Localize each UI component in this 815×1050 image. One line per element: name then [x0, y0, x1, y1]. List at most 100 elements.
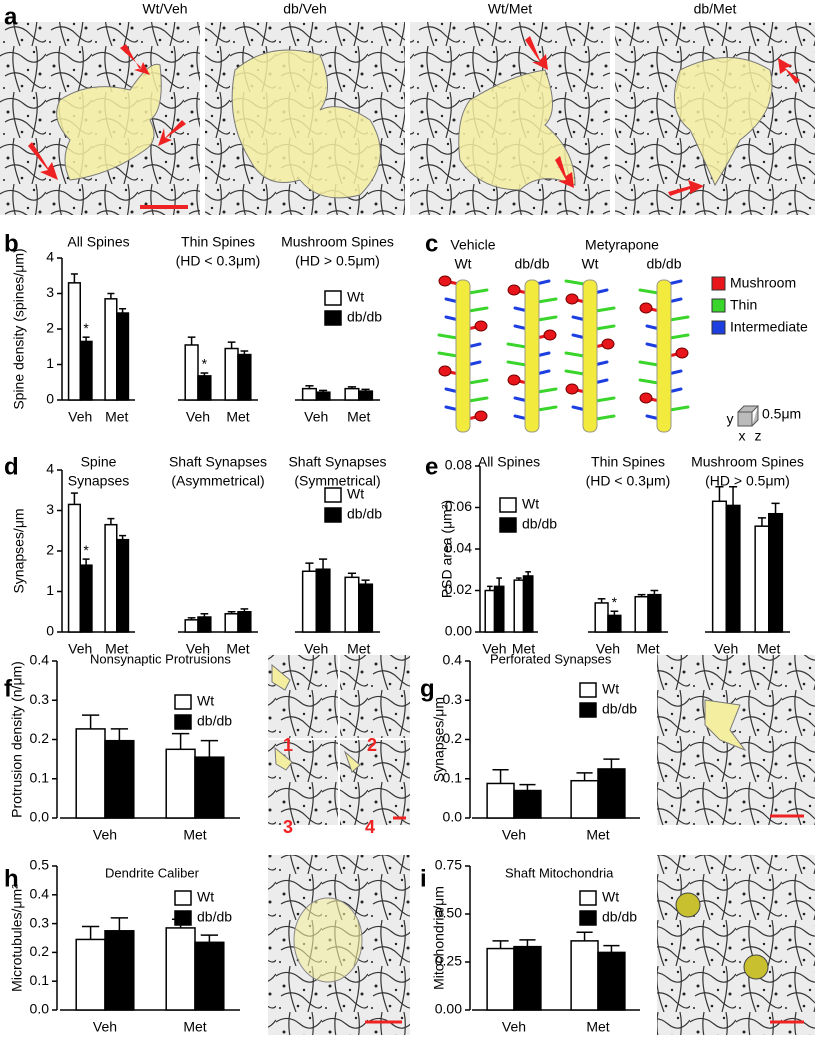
bar [768, 512, 784, 633]
x-tick-label: Veh [93, 1019, 117, 1035]
y-tick-label: 2 [46, 320, 54, 336]
legend-swatch [174, 890, 192, 906]
subplot-subtitle: (HD < 0.3μm) [176, 253, 261, 269]
subplot-title: Mushroom Spines [691, 454, 804, 470]
micrograph-title: Wt/Veh [142, 1, 187, 17]
bar [725, 504, 741, 633]
micrograph [340, 740, 410, 825]
spine-head [438, 275, 452, 287]
bar [711, 500, 728, 633]
spine-head [507, 374, 521, 386]
x-tick-label: Veh [68, 641, 92, 657]
bar [197, 375, 212, 401]
mitochondrion [675, 892, 701, 918]
legend-swatch [579, 890, 597, 906]
spine-head [474, 410, 488, 422]
micrograph [268, 655, 338, 738]
y-tick-label: 0.1 [30, 972, 50, 988]
x-tick-label: Met [105, 641, 128, 657]
y-tick-label: 0.0 [30, 1001, 50, 1017]
legend-swatch [711, 276, 726, 291]
x-tick-label: Veh [93, 827, 117, 843]
spine-head [565, 383, 579, 395]
scale-cube: y x z 0.5μm [727, 405, 801, 444]
panel-letter: h [4, 865, 19, 892]
micrograph [340, 655, 410, 738]
spine-head [639, 392, 653, 404]
legend-label: Wt [602, 681, 619, 697]
spine-highlight [704, 699, 747, 752]
axis-letter: x [739, 428, 746, 444]
legend-swatch [324, 310, 342, 326]
x-tick-label: Met [636, 641, 659, 657]
subplot-title: Shaft Synapses [288, 454, 386, 470]
bar [75, 938, 106, 1011]
bar [486, 782, 515, 819]
y-tick-label: 0.1 [30, 769, 50, 785]
dendrite [455, 279, 471, 433]
y-tick-label: 0.3 [443, 691, 463, 707]
arrow [668, 180, 704, 196]
chart-title: Nonsynaptic Protrusions [90, 651, 231, 666]
tile-number: 1 [283, 735, 293, 755]
legend-label: Wt [347, 486, 364, 502]
column-label: Wt [581, 256, 598, 272]
arrows [28, 36, 800, 196]
y-tick-label: 3 [46, 284, 54, 300]
x-tick-label: Veh [502, 1019, 526, 1035]
y-axis-label: Microtubules/μm² [9, 884, 25, 992]
subplot-title: Shaft Synapses [169, 454, 267, 470]
micrograph-title: db/Veh [283, 1, 327, 17]
bar [79, 564, 93, 633]
legend-swatch [174, 910, 192, 926]
axis-letter: y [727, 411, 734, 427]
bar [513, 789, 542, 819]
legend-swatch [499, 497, 517, 513]
subplot-subtitle: (HD < 0.3μm) [586, 473, 671, 489]
x-tick-label: Met [226, 641, 249, 657]
dendrite [656, 279, 672, 433]
bar [116, 538, 130, 633]
legend-label: Mushroom [730, 275, 796, 291]
legend-swatch [499, 517, 517, 533]
column-label: Wt [454, 256, 471, 272]
bar [104, 298, 118, 401]
subplot-title: Thin Spines [181, 234, 255, 250]
y-tick-label: 0.3 [30, 691, 50, 707]
panel-letter: d [4, 453, 19, 480]
y-tick-label: 0.3 [30, 914, 50, 930]
chart-title: Dendrite Caliber [105, 865, 200, 880]
panel-letter: a [4, 3, 18, 30]
legend-swatch [579, 702, 597, 718]
y-tick-label: 3 [46, 501, 54, 517]
bar [237, 353, 252, 401]
bar [513, 945, 542, 1011]
x-tick-label: Veh [304, 409, 328, 425]
arrow [158, 120, 186, 146]
bar [344, 387, 360, 401]
bar [486, 947, 515, 1011]
bar [315, 568, 331, 633]
dendrite [582, 279, 598, 433]
x-tick-label: Met [512, 641, 535, 657]
x-tick-label: Veh [714, 641, 738, 657]
legend-label: db/db [197, 909, 232, 925]
legend-label: db/db [522, 516, 557, 532]
legend-label: Wt [522, 496, 539, 512]
y-axis-label: PSD area (μm²) [439, 500, 455, 598]
legend-swatch [174, 694, 192, 710]
y-tick-label: 0.02 [445, 581, 472, 597]
chart-title: Perforated Synapses [490, 651, 612, 666]
bar [594, 602, 609, 633]
legend-label: Thin [730, 297, 757, 313]
subplot-title: Spine [81, 454, 117, 470]
y-tick-label: 0.50 [435, 905, 462, 921]
spine-highlight [673, 57, 773, 187]
legend-label: db/db [602, 701, 637, 717]
dendrite [524, 279, 540, 433]
legend-label: Intermediate [730, 319, 808, 335]
bar [67, 503, 81, 633]
bar [358, 583, 374, 633]
bar [67, 282, 81, 401]
y-tick-label: 0.2 [30, 730, 50, 746]
